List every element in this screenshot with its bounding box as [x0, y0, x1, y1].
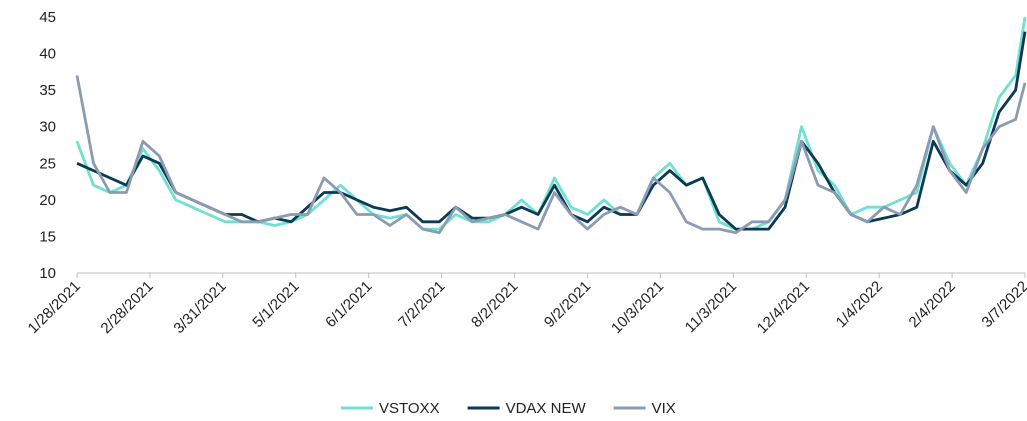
x-tick-label: 8/2/2021: [468, 278, 521, 331]
x-tick-label: 6/1/2021: [322, 278, 375, 331]
x-tick-label: 3/7/2022: [979, 278, 1027, 331]
series-line: [75, 75, 1027, 235]
x-tick-label: 12/4/2021: [754, 278, 813, 337]
y-tick-label: 20: [39, 192, 56, 209]
x-tick-label: 11/3/2021: [682, 278, 740, 336]
x-tick-label: 2/28/2021: [98, 278, 157, 337]
x-tick-label: 5/1/2021: [249, 278, 302, 331]
legend-label: VSTOXX: [379, 400, 440, 417]
y-tick-label: 45: [39, 9, 56, 26]
legend: VSTOXX VDAX NEW VIX: [341, 400, 676, 417]
x-tick-label: 1/4/2022: [833, 278, 886, 331]
y-tick-label: 35: [39, 82, 56, 99]
y-tick-label: 30: [39, 119, 56, 136]
y-tick-label: 15: [39, 228, 56, 245]
series-line: [75, 16, 1027, 231]
y-tick-label: 10: [39, 265, 56, 282]
x-tick-label: 2/4/2022: [906, 278, 959, 331]
x-tick-label: 7/2/2021: [395, 278, 448, 331]
x-tick-label: 1/28/2021: [25, 278, 84, 337]
x-tick-label: 3/31/2021: [170, 278, 229, 337]
y-tick-label: 25: [39, 155, 56, 172]
y-tick-label: 40: [39, 46, 56, 63]
legend-label: VDAX NEW: [506, 400, 587, 417]
x-tick-label: 10/3/2021: [608, 278, 667, 337]
series-line: [76, 31, 1027, 231]
legend-label: VIX: [652, 400, 676, 417]
x-tick-label: 9/2/2021: [541, 278, 594, 331]
